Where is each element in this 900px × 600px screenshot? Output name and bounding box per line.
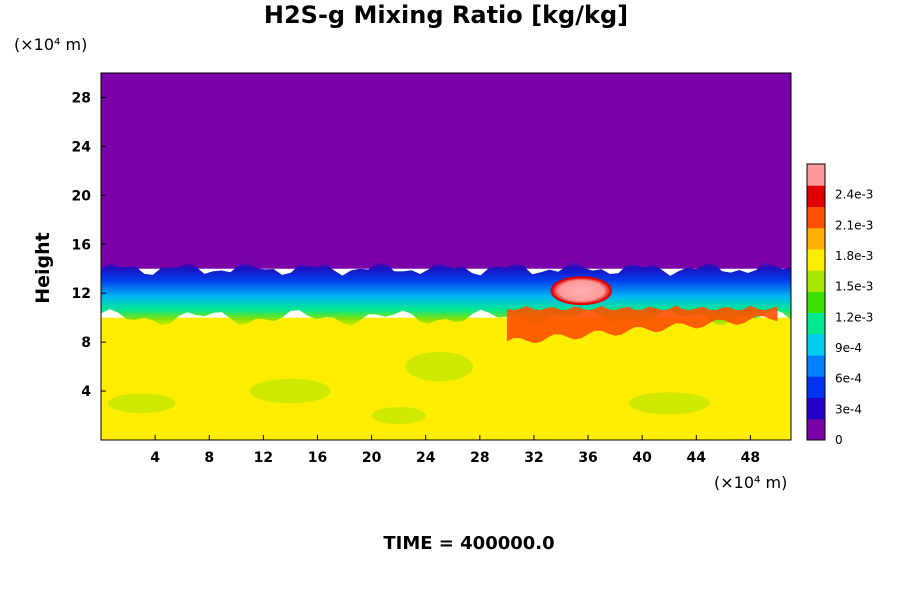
plot-frame: [100, 72, 792, 441]
colorbar-swatch: [807, 333, 825, 356]
colorbar-swatch: [807, 206, 825, 229]
x-tick-label: 24: [416, 450, 436, 466]
colorbar-tick-label: 6e-4: [835, 372, 862, 386]
colorbar-swatch: [807, 312, 825, 335]
y-tick-label: 8: [81, 335, 91, 351]
x-tick-label: 48: [741, 450, 760, 466]
y-tick-label: 16: [72, 237, 91, 253]
lower-variation-patch: [405, 351, 474, 382]
time-label: TIME = 400000.0: [383, 533, 554, 554]
x-tick-label: 28: [470, 450, 489, 466]
x-tick-label: 32: [524, 450, 543, 466]
x-tick-label: 12: [254, 450, 273, 466]
x-tick-label: 36: [578, 450, 597, 466]
colorbar-swatch: [807, 185, 825, 207]
y-axis-label: Height: [32, 232, 54, 304]
colorbar-tick-label: 1.5e-3: [835, 280, 873, 294]
high-concentration-band: [506, 305, 778, 344]
x-tick-label: 8: [204, 450, 214, 466]
upper-layer: [101, 73, 791, 269]
colorbar-swatch: [807, 418, 825, 441]
colorbar-tick-label: 1.2e-3: [835, 310, 873, 324]
lower-variation-patch: [371, 406, 426, 425]
colorbar-tick-label: 9e-4: [835, 341, 862, 355]
colorbar-swatch: [807, 248, 825, 271]
colorbar-frame: [806, 163, 826, 441]
y-tick-label: 4: [81, 384, 91, 400]
colorbar-tick-label: 2.4e-3: [835, 188, 873, 202]
x-tick-label: 20: [362, 450, 382, 466]
colorbar-ticks: 0 3e-4 6e-4 9e-4 1.2e-3 1.5e-3 1.8e-3 2.1e-3 2.4…: [835, 188, 873, 447]
y-tick-label: 12: [72, 286, 91, 302]
lower-variation-patch: [107, 393, 176, 414]
colorbar: [806, 163, 826, 441]
colorbar-swatch: [807, 397, 825, 420]
y-axis-unit: (×10⁴ m): [14, 35, 87, 54]
x-axis-ticks: 4 8 12 16 20 24 28 32 36 40 44 48: [150, 435, 760, 466]
colorbar-swatch: [807, 376, 825, 399]
x-tick-label: 40: [632, 450, 652, 466]
x-tick-label: 16: [308, 450, 327, 466]
colorbar-swatch: [807, 355, 825, 377]
colorbar-tick-label: 0: [835, 433, 843, 447]
x-tick-label: 44: [687, 450, 707, 466]
x-tick-label: 4: [150, 450, 160, 466]
colorbar-tick-label: 1.8e-3: [835, 249, 873, 263]
colorbar-swatch: [807, 227, 825, 250]
y-tick-label: 28: [72, 90, 91, 106]
y-tick-label: 20: [72, 188, 92, 204]
lower-variation-patch: [249, 378, 331, 404]
x-axis-unit: (×10⁴ m): [714, 473, 787, 492]
lower-variation-patch: [628, 392, 710, 415]
colorbar-swatch: [807, 270, 825, 292]
chart-title: H2S-g Mixing Ratio [kg/kg]: [264, 1, 628, 29]
colorbar-swatch: [807, 164, 825, 186]
colorbar-tick-label: 2.1e-3: [835, 218, 873, 232]
colorbar-swatch: [807, 291, 825, 314]
y-tick-label: 24: [72, 139, 92, 155]
peak-blob: [550, 276, 613, 306]
heatmap-field: [101, 73, 791, 440]
y-axis-ticks: 4 8 12 16 20 24 28: [72, 90, 106, 400]
colorbar-tick-label: 3e-4: [835, 402, 862, 416]
